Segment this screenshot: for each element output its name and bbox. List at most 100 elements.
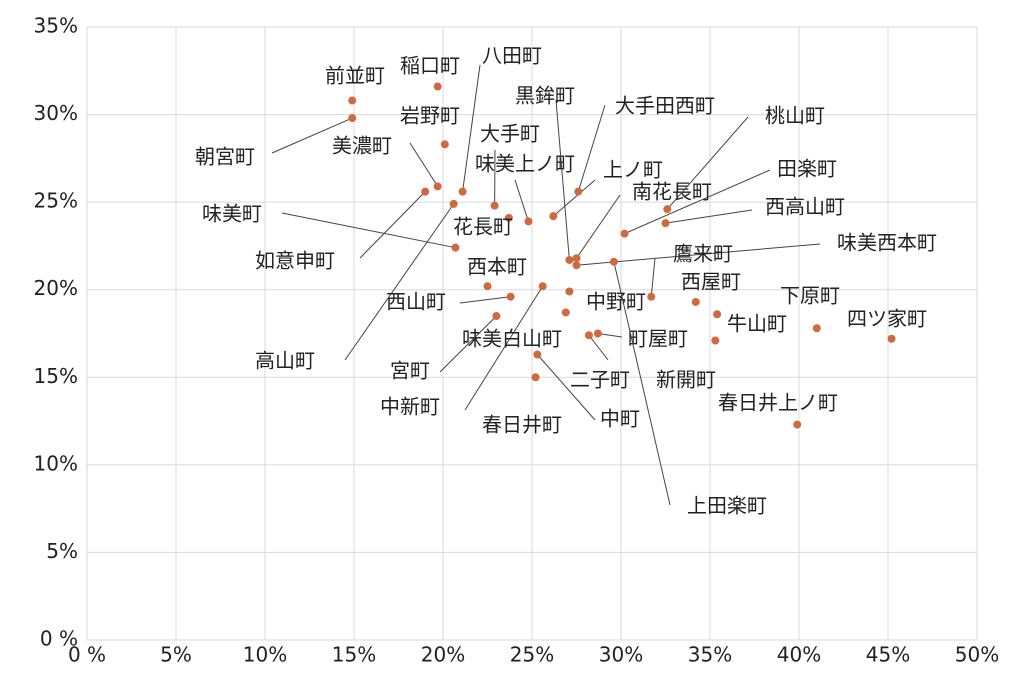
point-label: 味美西本町: [837, 231, 937, 255]
leader-line: [588, 334, 609, 361]
point: [793, 420, 802, 429]
leader-line: [359, 191, 426, 259]
x-tick-label: 0 %: [68, 643, 106, 667]
point: [531, 373, 540, 382]
point-label: 味美町: [202, 202, 262, 226]
point-label: 四ツ家町: [847, 307, 927, 331]
point: [584, 331, 593, 340]
point-label: 如意申町: [255, 249, 335, 273]
x-tick-label: 20%: [421, 643, 465, 667]
point: [490, 201, 499, 210]
leader-line: [650, 257, 656, 297]
leader-line: [624, 169, 771, 235]
point: [647, 292, 656, 301]
leader-line: [577, 104, 606, 192]
point: [538, 282, 547, 291]
y-tick-label: 25%: [34, 189, 78, 213]
point-label: 鷹来町: [673, 242, 733, 266]
point: [421, 187, 430, 196]
leader-line: [409, 142, 439, 187]
point-label: 南花長町: [632, 180, 712, 204]
point: [812, 324, 821, 333]
point: [561, 308, 570, 317]
point: [492, 311, 501, 320]
leader-line: [555, 99, 570, 260]
point: [691, 297, 700, 306]
y-tick-label: 35%: [34, 14, 78, 38]
x-tick-label: 50%: [955, 643, 999, 667]
leader-line: [344, 203, 455, 361]
point-label: 下原町: [780, 284, 840, 308]
point: [572, 254, 581, 263]
point-label: 町屋町: [628, 327, 688, 351]
leader-line: [553, 179, 596, 217]
leader-line: [536, 354, 596, 421]
point: [506, 292, 515, 301]
point-label: 新開町: [656, 368, 716, 392]
y-tick-label: 20%: [34, 276, 78, 300]
point-label: 上ノ町: [603, 158, 663, 182]
point: [593, 329, 602, 338]
point-label: 桃山町: [765, 104, 825, 128]
point: [661, 219, 670, 228]
point-label: 春日井上ノ町: [718, 391, 838, 415]
x-tick-label: 40%: [777, 643, 821, 667]
point-label: 西屋町: [681, 270, 741, 294]
leader-line: [271, 117, 353, 154]
point: [565, 287, 574, 296]
leader-line: [281, 212, 456, 249]
leader-line: [576, 194, 621, 259]
point-label: 味美白山町: [462, 327, 562, 351]
x-tick-label: 5%: [160, 643, 192, 667]
leader-line: [462, 64, 481, 192]
y-tick-label: 15%: [34, 364, 78, 388]
point: [504, 213, 513, 222]
point-label: 中新町: [380, 395, 440, 419]
point: [711, 336, 720, 345]
y-tick-label: 0 %: [40, 627, 78, 651]
point-label: 二子町: [570, 368, 630, 392]
point: [713, 310, 722, 319]
leader-line: [464, 285, 544, 411]
point: [440, 140, 449, 149]
y-tick-label: 5%: [46, 539, 78, 563]
x-tick-label: 15%: [332, 643, 376, 667]
leader-line: [439, 315, 497, 373]
point: [433, 82, 442, 91]
point-label: 春日井町: [482, 413, 562, 437]
x-tick-label: 45%: [866, 643, 910, 667]
leader-line: [514, 179, 529, 222]
point-label: 西高山町: [765, 195, 845, 219]
point-label: 黒鉾町: [515, 84, 575, 108]
point: [887, 334, 896, 343]
point: [565, 255, 574, 264]
x-tick-label: 35%: [688, 643, 732, 667]
point-label: 上田楽町: [687, 494, 767, 518]
leader-line: [613, 261, 671, 506]
point: [663, 205, 672, 214]
point-label: 中野町: [586, 290, 646, 314]
point: [348, 114, 357, 123]
point-label: 西山町: [386, 290, 446, 314]
point: [609, 257, 618, 266]
point-label: 岩野町: [400, 104, 460, 128]
point-label: 宮町: [390, 359, 430, 383]
leader-line: [666, 116, 749, 210]
point: [549, 212, 558, 221]
x-tick-label: 10%: [243, 643, 287, 667]
x-tick-label: 25%: [510, 643, 554, 667]
point-label: 美濃町: [332, 134, 392, 158]
leader-line: [597, 333, 623, 338]
point: [348, 96, 357, 105]
point: [574, 187, 583, 196]
point: [524, 217, 533, 226]
point-label: 八田町: [482, 44, 542, 68]
point-label: 中町: [600, 407, 640, 431]
point: [483, 282, 492, 291]
point-label: 高山町: [255, 349, 315, 373]
point-label: 稲口町: [400, 54, 460, 78]
point: [572, 261, 581, 270]
point: [620, 229, 629, 238]
point: [451, 243, 460, 252]
x-tick-label: 30%: [599, 643, 643, 667]
